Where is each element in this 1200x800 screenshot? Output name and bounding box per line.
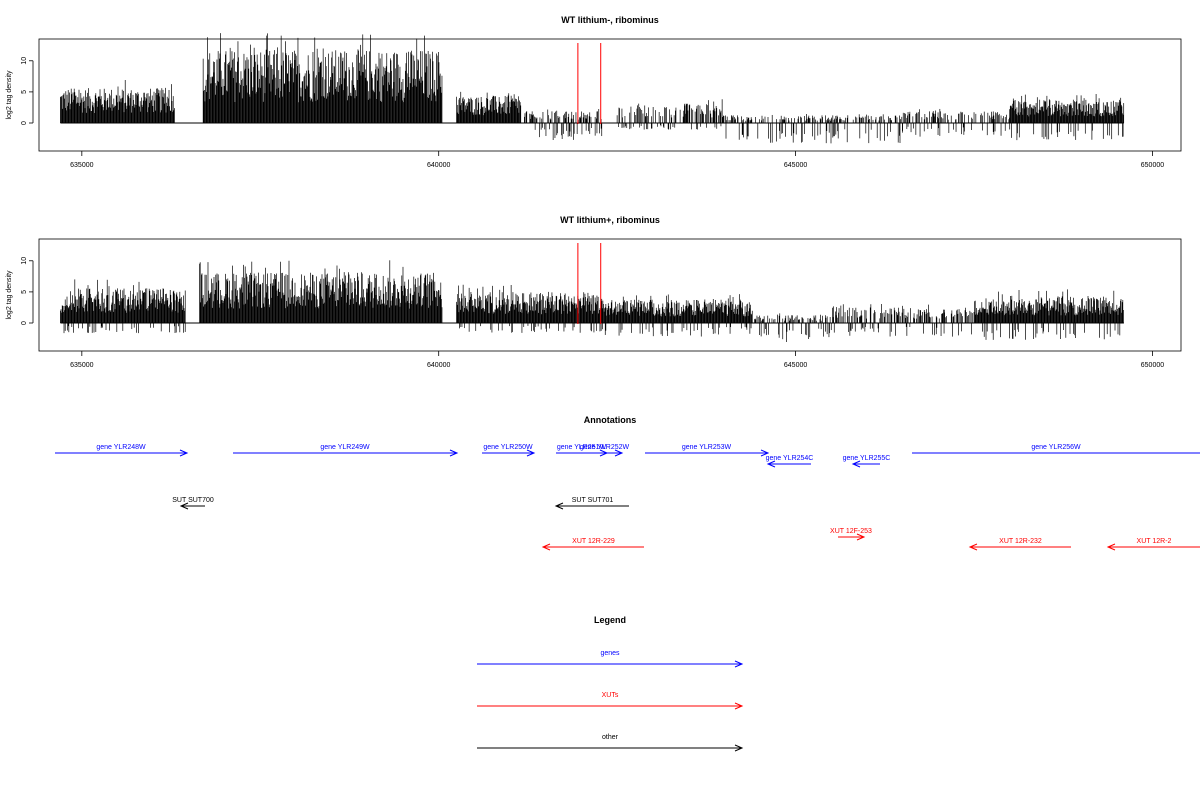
arrow-head xyxy=(766,460,776,468)
annotation-feature: SUT SUT700 xyxy=(172,497,214,510)
x-tick-label: 640000 xyxy=(427,162,450,169)
legend-entry: XUTs xyxy=(477,692,744,710)
x-tick-label: 635000 xyxy=(70,362,93,369)
region-markers xyxy=(577,43,602,124)
x-tick-label: 645000 xyxy=(784,162,807,169)
x-tick-label: 640000 xyxy=(427,362,450,369)
feature-label: gene YLR253W xyxy=(682,444,732,451)
annotations-panel: Annotations gene YLR248W gene YLR249W gene… xyxy=(55,415,1200,551)
arrow-head xyxy=(179,449,189,457)
legend-entries: genes XUTs other xyxy=(477,650,744,752)
feature-label: SUT SUT700 xyxy=(172,497,214,504)
y-tick-label: 5 xyxy=(21,290,28,294)
feature-label: XUT 12R-229 xyxy=(572,538,615,545)
feature-label: gene YLR251W xyxy=(557,444,607,451)
panel-title: WT lithium-, ribominus xyxy=(561,15,659,25)
arrow-head xyxy=(734,702,744,710)
y-tick-label: 5 xyxy=(21,90,28,94)
y-axis: 0 5 10 xyxy=(21,57,34,125)
arrow-head xyxy=(554,502,564,510)
plot-frame xyxy=(38,238,1182,352)
annotation-feature: XUT 12R-2 xyxy=(1106,538,1200,551)
x-axis: 635000 640000 645000 650000 xyxy=(70,151,1164,169)
y-axis-label: log2 tag density xyxy=(6,70,13,120)
feature-label: XUT 12F-253 xyxy=(830,528,872,535)
annotation-feature: gene YLR249W xyxy=(233,444,459,457)
y-tick-label: 0 xyxy=(21,121,28,125)
feature-label: gene YLR252W xyxy=(580,444,630,451)
x-tick-label: 650000 xyxy=(1141,362,1164,369)
arrow-head xyxy=(968,543,978,551)
arrow-head xyxy=(734,744,744,752)
x-tick-label: 645000 xyxy=(784,362,807,369)
arrow-head xyxy=(734,660,744,668)
annotation-feature: XUT 12R-232 xyxy=(968,538,1071,551)
annotation-feature: gene YLR255C xyxy=(843,455,891,468)
feature-label: gene YLR255C xyxy=(843,455,891,462)
region-markers xyxy=(577,243,602,324)
annotation-feature: SUT SUT701 xyxy=(554,497,629,510)
annotation-feature: gene YLR256W xyxy=(912,444,1200,454)
legend-entry: other xyxy=(477,734,744,752)
arrow-head xyxy=(760,449,770,457)
x-tick-label: 650000 xyxy=(1141,162,1164,169)
legend-title: Legend xyxy=(594,615,626,625)
panel-title: WT lithium+, ribominus xyxy=(560,215,660,225)
annotation-features: gene YLR248W gene YLR249W gene YLR250W gene… xyxy=(55,444,1200,551)
annotation-feature: XUT 12F-253 xyxy=(830,528,872,541)
y-tick-label: 0 xyxy=(21,321,28,325)
legend-panel: Legend genes XUTs other xyxy=(477,615,744,752)
x-tick-label: 635000 xyxy=(70,162,93,169)
arrow-head xyxy=(856,533,866,541)
plot-frame xyxy=(38,38,1182,152)
feature-label: SUT SUT701 xyxy=(572,497,614,504)
y-axis: 0 5 10 xyxy=(21,257,34,325)
arrow-head xyxy=(449,449,459,457)
legend-label: XUTs xyxy=(602,692,619,699)
feature-label: XUT 12R-232 xyxy=(999,538,1042,545)
arrow-head xyxy=(851,460,861,468)
annotation-feature: XUT 12R-229 xyxy=(541,538,644,551)
arrow-head xyxy=(541,543,551,551)
arrow-head xyxy=(614,449,624,457)
feature-label: gene YLR250W xyxy=(483,444,533,451)
x-axis: 635000 640000 645000 650000 xyxy=(70,351,1164,369)
feature-label: gene YLR249W xyxy=(320,444,370,451)
track-panel-lithium-minus: WT lithium-, ribominus 635000 640000 64500… xyxy=(6,15,1182,169)
coverage-bars xyxy=(60,33,1125,144)
legend-label: genes xyxy=(600,650,620,657)
y-tick-label: 10 xyxy=(21,257,28,265)
annotation-feature: gene YLR253W xyxy=(645,444,770,457)
feature-label: gene YLR256W xyxy=(1031,444,1081,451)
arrow-head xyxy=(526,449,536,457)
legend-entry: genes xyxy=(477,650,744,668)
annotations-title: Annotations xyxy=(584,415,637,425)
y-tick-label: 10 xyxy=(21,57,28,65)
feature-label: gene YLR248W xyxy=(96,444,146,451)
arrow-head xyxy=(179,502,189,510)
coverage-bars xyxy=(60,260,1124,343)
annotation-feature: gene YLR248W xyxy=(55,444,189,457)
y-axis-label: log2 tag density xyxy=(6,270,13,320)
annotation-feature: gene YLR254C xyxy=(766,455,814,468)
feature-label: gene YLR254C xyxy=(766,455,814,462)
annotation-feature: gene YLR250W xyxy=(482,444,536,457)
arrow-head xyxy=(1106,543,1116,551)
track-panel-lithium-plus: WT lithium+, ribominus 635000 640000 64500… xyxy=(6,215,1182,369)
feature-label: XUT 12R-2 xyxy=(1137,538,1172,545)
annotation-feature: gene YLR252W xyxy=(580,444,630,457)
legend-label: other xyxy=(602,734,619,741)
